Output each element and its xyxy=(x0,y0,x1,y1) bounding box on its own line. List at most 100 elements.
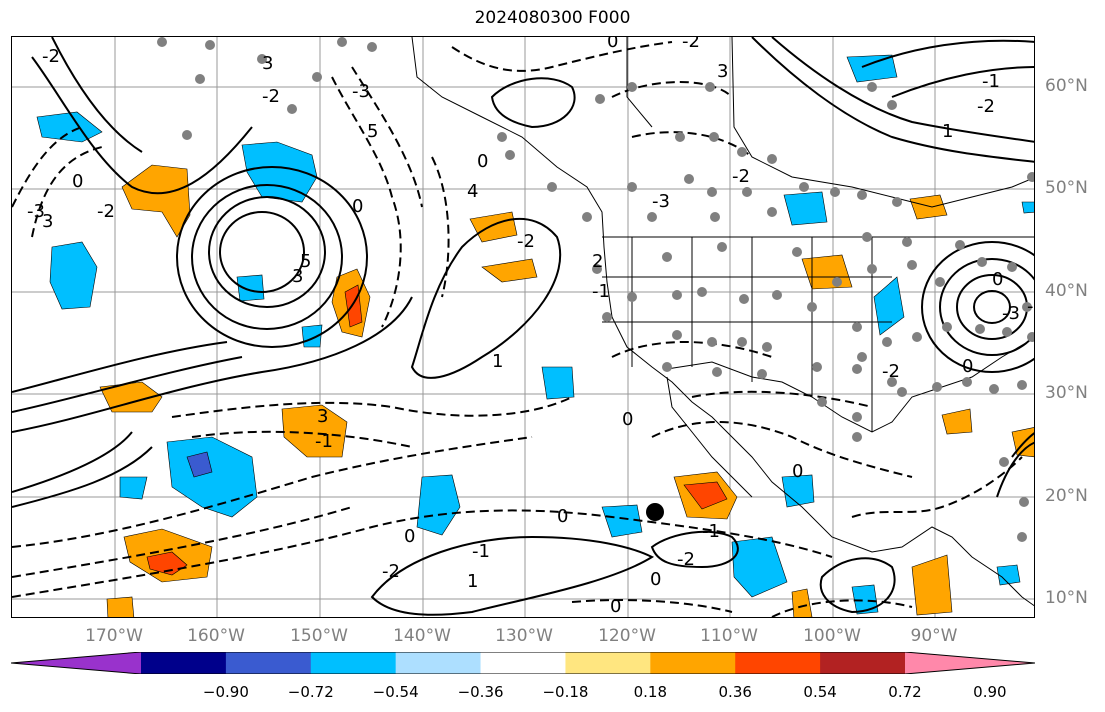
negative-area xyxy=(601,504,643,538)
colorbar-segment xyxy=(735,652,821,674)
contour-label: 0 xyxy=(792,461,803,482)
contour-label: 1 xyxy=(942,121,953,142)
negative-area xyxy=(241,141,318,203)
contour-label: 1 xyxy=(492,351,503,372)
lon-label-140w: 140°W xyxy=(393,626,451,646)
lon-label-110w: 110°W xyxy=(700,626,758,646)
colorbar-tick-label: −0.36 xyxy=(457,683,504,701)
contour-label: -1 xyxy=(315,431,333,452)
contour-label: 0 xyxy=(610,596,621,617)
colorbar-extend-low xyxy=(11,652,141,674)
contour-label: 4 xyxy=(467,181,478,202)
contour-label: -1 xyxy=(982,71,1000,92)
negative-area xyxy=(781,474,815,508)
negative-area xyxy=(186,451,213,478)
negative-area xyxy=(166,436,258,518)
negative-area xyxy=(731,536,788,598)
contour-label: 0 xyxy=(477,151,488,172)
storm-center-marker xyxy=(646,503,664,521)
contour-label: 3 xyxy=(292,266,303,287)
contour-label: -2 xyxy=(97,201,115,222)
contour-label: -1 xyxy=(702,521,720,542)
positive-area xyxy=(909,194,948,220)
colorbar-tick-label: 0.54 xyxy=(803,683,837,701)
lon-label-90w: 90°W xyxy=(910,626,958,646)
positive-area xyxy=(683,481,728,510)
colorbar-segment xyxy=(395,652,482,674)
lon-label-120w: 120°W xyxy=(598,626,656,646)
lat-label-60n: 60°N xyxy=(1045,76,1088,96)
contour-label: -1 xyxy=(472,541,490,562)
colorbar-tick-label: −0.54 xyxy=(372,683,419,701)
contour-label: 0 xyxy=(607,37,618,52)
positive-area xyxy=(791,588,813,617)
negative-area xyxy=(873,276,905,336)
positive-area xyxy=(911,554,953,616)
negative-area xyxy=(996,564,1021,586)
positive-area xyxy=(941,408,973,435)
contour-label: 2 xyxy=(592,251,603,272)
contour-label: 0 xyxy=(962,356,973,377)
lon-label-130w: 130°W xyxy=(495,626,553,646)
contour-label: -2 xyxy=(42,46,60,67)
negative-area xyxy=(541,366,575,400)
contour-label: 0 xyxy=(352,196,363,217)
contour-label: 3 xyxy=(717,61,728,82)
lon-label-150w: 150°W xyxy=(290,626,348,646)
contour-label: -2 xyxy=(682,37,700,52)
coastlines xyxy=(411,37,1034,607)
colorbar-tick-label: 0.90 xyxy=(973,683,1007,701)
positive-area xyxy=(801,254,853,290)
shaded-fields xyxy=(36,54,1034,617)
contour-label: -1 xyxy=(592,281,610,302)
lat-label-40n: 40°N xyxy=(1045,281,1088,301)
negative-area xyxy=(851,584,879,615)
contour-label: 3 xyxy=(317,406,328,427)
colorbar-segment xyxy=(820,652,906,674)
contour-label: -2 xyxy=(262,86,280,107)
colorbar-tick-label: 0.36 xyxy=(718,683,752,701)
contour-label: 1 xyxy=(467,571,478,592)
contour-label: -2 xyxy=(1027,296,1035,317)
contour-label: -3 xyxy=(652,191,670,212)
negative-area xyxy=(783,191,828,226)
contour-label: 3 xyxy=(42,211,53,232)
colorbar-tick-label: −0.90 xyxy=(202,683,249,701)
positive-area xyxy=(146,551,188,576)
contour-label: -3 xyxy=(1002,303,1020,324)
colorbar xyxy=(11,652,1035,674)
contour-label: 0 xyxy=(557,506,568,527)
colorbar-extend-high xyxy=(905,652,1035,674)
negative-area xyxy=(236,274,265,302)
contour-label: -2 xyxy=(977,96,995,117)
contours xyxy=(12,37,1034,617)
contour-label: -3 xyxy=(352,81,370,102)
colorbar-segment xyxy=(650,652,736,674)
lon-label-170w: 170°W xyxy=(85,626,143,646)
negative-area xyxy=(36,111,103,143)
lat-label-10n: 10°N xyxy=(1045,588,1088,608)
station-points xyxy=(157,37,1034,542)
positive-area xyxy=(281,404,348,458)
colorbar-tick-label: 0.18 xyxy=(633,683,668,701)
negative-area xyxy=(1021,201,1034,214)
contour-label: 0 xyxy=(404,526,415,547)
colorbar-segment xyxy=(565,652,651,674)
positive-area xyxy=(481,258,538,283)
negative-area xyxy=(119,476,148,500)
colorbar-tick-label: −0.72 xyxy=(287,683,334,701)
lon-label-160w: 160°W xyxy=(187,626,245,646)
lon-label-100w: 100°W xyxy=(803,626,861,646)
negative-area xyxy=(846,54,898,83)
lat-label-30n: 30°N xyxy=(1045,383,1088,403)
colorbar-segment xyxy=(480,652,566,674)
contour-label: 5 xyxy=(300,251,311,272)
map-panel[interactable]: -2 3 -3 -2 0 3 -2 -3 5 0 -2 0 3 5 4 0 3 -1 0 0 1 0 -3 -1 -2 -2 0 -2… xyxy=(11,36,1035,618)
contour-label: 5 xyxy=(367,121,378,142)
positive-area xyxy=(106,596,135,617)
lat-label-50n: 50°N xyxy=(1045,178,1088,198)
map-title: 2024080300 F000 xyxy=(474,8,631,28)
contour-label: 0 xyxy=(992,269,1003,290)
